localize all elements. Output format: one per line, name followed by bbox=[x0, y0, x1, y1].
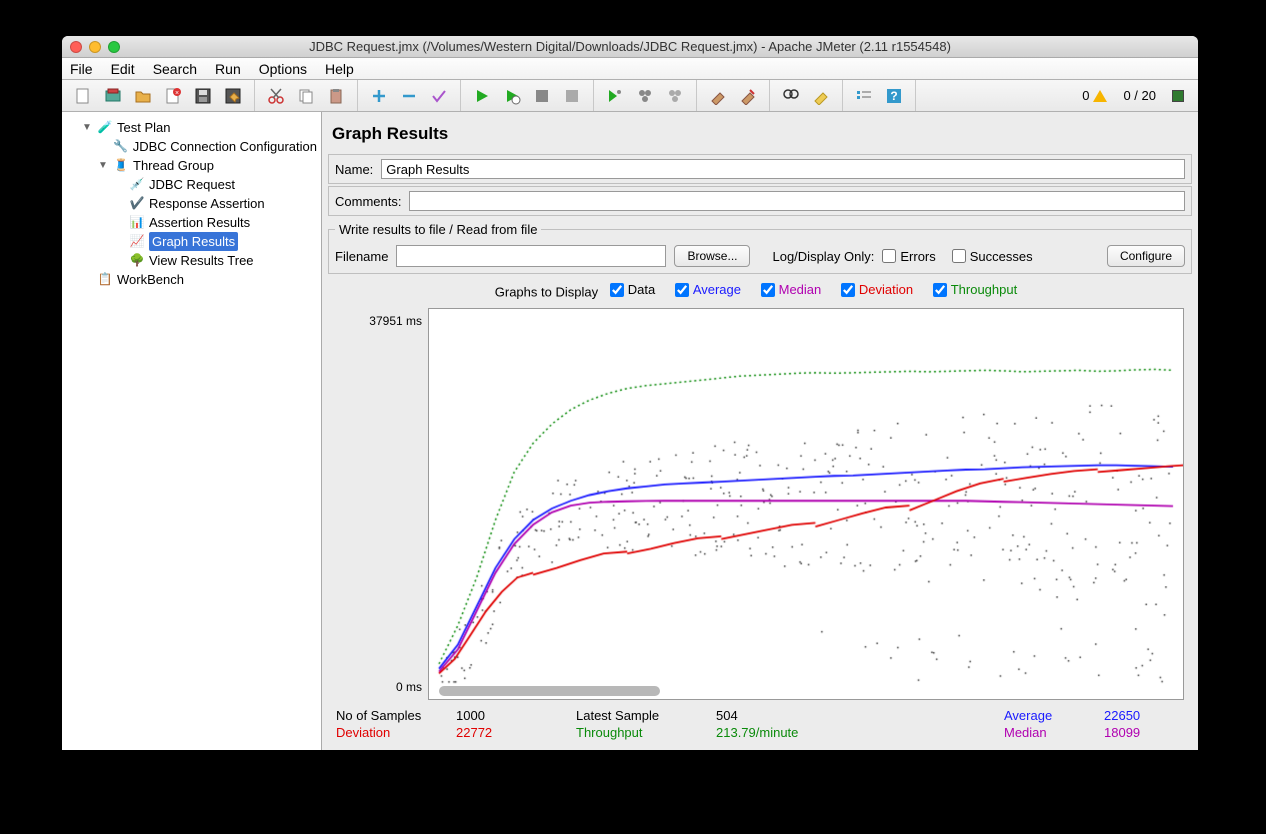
collapse-icon[interactable] bbox=[395, 84, 423, 108]
function-helper-icon[interactable] bbox=[850, 84, 878, 108]
menu-help[interactable]: Help bbox=[325, 61, 354, 77]
new-icon[interactable] bbox=[69, 84, 97, 108]
tree-assertion-results[interactable]: Assertion Results bbox=[149, 213, 250, 232]
successes-checkbox[interactable] bbox=[952, 249, 966, 263]
toolbar: × bbox=[62, 80, 1198, 112]
errors-checkbox[interactable] bbox=[882, 249, 896, 263]
median-label: Median bbox=[1004, 725, 1104, 740]
data-checkbox[interactable] bbox=[610, 283, 624, 297]
deviation-checkbox[interactable] bbox=[841, 283, 855, 297]
tree-test-plan[interactable]: Test Plan bbox=[117, 118, 170, 137]
menubar: File Edit Search Run Options Help bbox=[62, 58, 1198, 80]
name-row: Name: bbox=[328, 154, 1192, 184]
test-plan-tree[interactable]: ▼🧪Test Plan 🔧JDBC Connection Configurati… bbox=[62, 112, 322, 750]
deviation-value: 22772 bbox=[456, 725, 576, 740]
filename-label: Filename bbox=[335, 249, 388, 264]
tree-jdbc-request[interactable]: JDBC Request bbox=[149, 175, 235, 194]
shutdown-icon[interactable] bbox=[558, 84, 586, 108]
expand-icon[interactable] bbox=[365, 84, 393, 108]
chart-canvas bbox=[428, 308, 1184, 701]
throughput-label: Throughput bbox=[576, 725, 716, 740]
comments-row: Comments: bbox=[328, 186, 1192, 216]
logdisplay-label: Log/Display Only: bbox=[772, 249, 874, 264]
warning-count: 0 bbox=[1082, 88, 1107, 103]
name-label: Name: bbox=[335, 162, 373, 177]
average-label: Average bbox=[1004, 708, 1104, 723]
stop-icon[interactable] bbox=[528, 84, 556, 108]
average-value: 22650 bbox=[1104, 708, 1184, 723]
y-max-label: 37951 ms bbox=[334, 314, 422, 328]
chart-scrollbar[interactable] bbox=[439, 683, 778, 699]
svg-text:×: × bbox=[175, 90, 179, 97]
browse-button[interactable]: Browse... bbox=[674, 245, 750, 267]
median-checkbox[interactable] bbox=[761, 283, 775, 297]
tree-thread-group[interactable]: Thread Group bbox=[133, 156, 214, 175]
samples-label: No of Samples bbox=[336, 708, 456, 723]
window-title: JDBC Request.jmx (/Volumes/Western Digit… bbox=[62, 39, 1198, 54]
comments-label: Comments: bbox=[335, 194, 401, 209]
paste-icon[interactable] bbox=[322, 84, 350, 108]
configure-button[interactable]: Configure bbox=[1107, 245, 1185, 267]
name-input[interactable] bbox=[381, 159, 1185, 179]
median-value: 18099 bbox=[1104, 725, 1184, 740]
y-min-label: 0 ms bbox=[334, 680, 422, 694]
page-title: Graph Results bbox=[332, 124, 1188, 144]
file-fieldset: Write results to file / Read from file F… bbox=[328, 222, 1192, 274]
menu-edit[interactable]: Edit bbox=[111, 61, 135, 77]
remote-shutdown-icon[interactable] bbox=[661, 84, 689, 108]
latest-value: 504 bbox=[716, 708, 876, 723]
latest-label: Latest Sample bbox=[576, 708, 716, 723]
thread-count: 0 / 20 bbox=[1123, 88, 1156, 103]
clear-all-icon[interactable] bbox=[734, 84, 762, 108]
tree-response-assertion[interactable]: Response Assertion bbox=[149, 194, 265, 213]
stats-row: No of Samples 1000 Latest Sample 504 Ave… bbox=[328, 704, 1192, 744]
remote-start-icon[interactable] bbox=[601, 84, 629, 108]
clear-icon[interactable] bbox=[704, 84, 732, 108]
samples-value: 1000 bbox=[456, 708, 576, 723]
open-icon[interactable] bbox=[129, 84, 157, 108]
menu-options[interactable]: Options bbox=[259, 61, 307, 77]
save-icon[interactable] bbox=[189, 84, 217, 108]
tree-graph-results[interactable]: Graph Results bbox=[149, 232, 238, 251]
graph-area: 37951 ms 0 ms bbox=[328, 304, 1192, 705]
start-icon[interactable] bbox=[468, 84, 496, 108]
app-window: JDBC Request.jmx (/Volumes/Western Digit… bbox=[62, 36, 1198, 750]
filename-input[interactable] bbox=[396, 245, 666, 267]
copy-icon[interactable] bbox=[292, 84, 320, 108]
close-file-icon[interactable]: × bbox=[159, 84, 187, 108]
templates-icon[interactable] bbox=[99, 84, 127, 108]
graphs-to-display-label: Graphs to Display bbox=[495, 285, 598, 300]
remote-stop-icon[interactable] bbox=[631, 84, 659, 108]
tree-view-results-tree[interactable]: View Results Tree bbox=[149, 251, 254, 270]
main-panel: Graph Results Name: Comments: Write resu… bbox=[322, 112, 1198, 750]
menu-run[interactable]: Run bbox=[215, 61, 241, 77]
tree-workbench[interactable]: WorkBench bbox=[117, 270, 184, 289]
average-checkbox[interactable] bbox=[675, 283, 689, 297]
throughput-value: 213.79/minute bbox=[716, 725, 876, 740]
status-indicator-icon bbox=[1172, 90, 1184, 102]
menu-file[interactable]: File bbox=[70, 61, 93, 77]
search-icon[interactable] bbox=[777, 84, 805, 108]
save-as-icon[interactable] bbox=[219, 84, 247, 108]
start-no-timers-icon[interactable] bbox=[498, 84, 526, 108]
deviation-label: Deviation bbox=[336, 725, 456, 740]
toggle-icon[interactable] bbox=[425, 84, 453, 108]
warning-icon bbox=[1093, 90, 1107, 102]
reset-search-icon[interactable] bbox=[807, 84, 835, 108]
titlebar: JDBC Request.jmx (/Volumes/Western Digit… bbox=[62, 36, 1198, 58]
tree-jdbc-conn[interactable]: JDBC Connection Configuration bbox=[133, 137, 317, 156]
svg-text:?: ? bbox=[890, 89, 897, 103]
menu-search[interactable]: Search bbox=[153, 61, 197, 77]
file-legend: Write results to file / Read from file bbox=[335, 222, 541, 237]
graphs-to-display-row: Graphs to Display Data Average Median De… bbox=[328, 274, 1192, 304]
throughput-checkbox[interactable] bbox=[933, 283, 947, 297]
comments-input[interactable] bbox=[409, 191, 1185, 211]
help-icon[interactable]: ? bbox=[880, 84, 908, 108]
cut-icon[interactable] bbox=[262, 84, 290, 108]
